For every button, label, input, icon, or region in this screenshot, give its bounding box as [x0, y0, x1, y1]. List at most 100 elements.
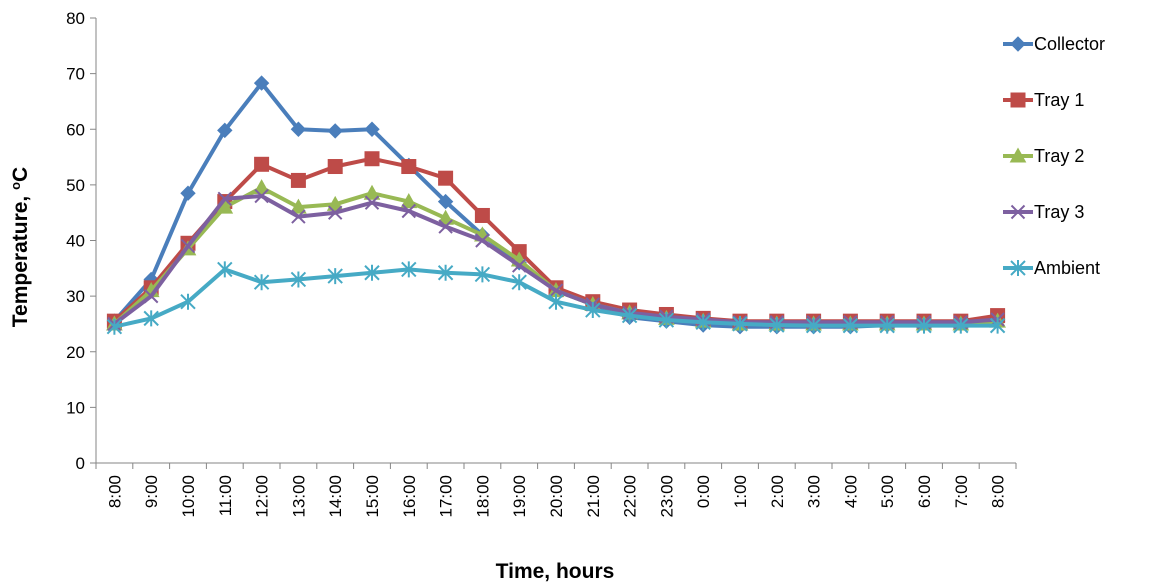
- data-point: [437, 209, 454, 225]
- data-point: [585, 302, 601, 319]
- data-point: [143, 288, 159, 304]
- legend-item: Collector: [1003, 34, 1105, 54]
- y-axis-title-degree: o: [8, 182, 23, 190]
- data-point: [326, 195, 344, 211]
- data-point: [290, 121, 307, 137]
- legend-marker: [1009, 147, 1027, 163]
- y-axis: 0 10 20 30 40 50 60 70 80: [66, 9, 97, 473]
- y-axis-title-main: Temperature,: [9, 190, 32, 327]
- data-point: [401, 203, 417, 219]
- x-tick-label: 18:00: [473, 475, 492, 518]
- legend-marker: [1010, 92, 1026, 108]
- x-tick-label: 5:00: [878, 475, 897, 508]
- legend-label: Ambient: [1034, 258, 1100, 278]
- series-layer: [106, 75, 1006, 335]
- data-point: [217, 122, 233, 139]
- data-point: [180, 293, 196, 310]
- data-point: [254, 188, 269, 204]
- data-point: [548, 293, 564, 310]
- data-point: [106, 318, 123, 335]
- data-point: [658, 312, 675, 329]
- data-point: [327, 268, 343, 285]
- y-tick-label: 40: [66, 232, 85, 251]
- data-point: [548, 283, 564, 298]
- data-point: [290, 271, 307, 288]
- data-point: [805, 317, 822, 334]
- data-point: [474, 266, 491, 283]
- data-point: [769, 317, 785, 334]
- x-tick-label: 0:00: [694, 475, 713, 508]
- legend-marker: [1010, 36, 1026, 52]
- data-point: [364, 151, 380, 167]
- data-point: [437, 264, 454, 281]
- x-tick-label: 22:00: [621, 475, 640, 518]
- x-tick-label: 6:00: [915, 475, 934, 508]
- x-tick-label: 21:00: [584, 475, 603, 518]
- x-tick-label: 13:00: [289, 475, 308, 518]
- x-tick-label: 4:00: [841, 475, 860, 508]
- data-point: [475, 233, 490, 248]
- legend-label: Tray 1: [1034, 90, 1084, 110]
- x-tick-label: 11:00: [216, 475, 235, 516]
- data-point: [291, 209, 306, 224]
- data-point: [364, 121, 380, 137]
- data-point: [401, 159, 417, 175]
- data-point: [180, 238, 196, 254]
- data-point: [953, 317, 969, 334]
- data-point: [143, 310, 159, 327]
- data-point: [327, 205, 343, 220]
- legend-label: Tray 2: [1034, 146, 1084, 166]
- legend-item: Tray 1: [1003, 90, 1084, 110]
- legend-item: Tray 3: [1003, 202, 1084, 222]
- x-tick-label: 10:00: [179, 475, 198, 518]
- data-point: [180, 185, 196, 201]
- legend-marker: [1010, 204, 1026, 220]
- legend-label: Tray 3: [1034, 202, 1084, 222]
- data-point: [254, 156, 270, 172]
- data-point: [401, 261, 417, 278]
- data-point: [363, 184, 381, 200]
- data-point: [253, 274, 270, 291]
- series-ambient: [106, 261, 1006, 335]
- y-tick-label: 70: [66, 65, 85, 84]
- x-tick-label: 16:00: [400, 475, 419, 518]
- x-tick-label: 23:00: [657, 475, 676, 518]
- x-tick-label: 2:00: [768, 475, 787, 508]
- x-tick-label: 19:00: [510, 475, 529, 518]
- data-point: [290, 172, 306, 188]
- data-point: [989, 317, 1006, 334]
- x-axis-title: Time, hours: [496, 560, 615, 583]
- y-tick-label: 60: [66, 120, 85, 139]
- x-tick-label: 15:00: [363, 475, 382, 518]
- data-point: [842, 317, 859, 334]
- data-point: [438, 219, 453, 234]
- data-point: [474, 207, 490, 223]
- y-tick-label: 30: [66, 287, 85, 306]
- data-point: [253, 75, 270, 91]
- legend-item: Ambient: [1003, 258, 1100, 278]
- data-point: [695, 314, 711, 331]
- data-point: [511, 274, 527, 291]
- data-point: [253, 179, 270, 195]
- legend-marker: [1010, 260, 1026, 276]
- data-point: [511, 258, 527, 273]
- data-point: [732, 315, 748, 332]
- x-tick-label: 1:00: [731, 475, 750, 508]
- data-point: [364, 264, 380, 281]
- x-tick-label: 20:00: [547, 475, 566, 518]
- y-tick-label: 80: [66, 9, 85, 28]
- y-tick-label: 20: [66, 343, 85, 362]
- x-tick-label: 7:00: [952, 475, 971, 508]
- x-tick-label: 3:00: [805, 475, 824, 508]
- x-tick-label: 8:00: [105, 475, 124, 508]
- x-tick-label: 14:00: [326, 475, 345, 518]
- data-point: [364, 195, 380, 210]
- y-axis-title: Temperature, oC: [8, 167, 33, 327]
- data-point: [621, 307, 638, 324]
- y-tick-label: 50: [66, 176, 85, 195]
- data-point: [916, 317, 932, 334]
- data-point: [327, 159, 343, 175]
- data-point: [327, 123, 343, 139]
- data-point: [400, 193, 418, 209]
